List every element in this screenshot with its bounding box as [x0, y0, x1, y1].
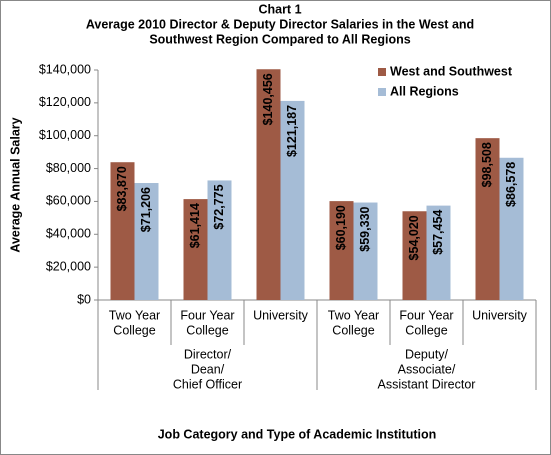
value-label: $140,456 — [261, 73, 275, 125]
group-label: Director/ — [184, 347, 232, 361]
x-axis-label: Job Category and Type of Academic Instit… — [158, 427, 437, 441]
bar — [110, 162, 135, 300]
bar — [329, 201, 354, 300]
group-label: Deputy/ — [405, 347, 449, 361]
y-tick-label: $120,000 — [39, 95, 91, 109]
chart-title: Southwest Region Compared to All Regions — [149, 32, 410, 46]
x-tick-label: Two Year — [109, 308, 160, 322]
y-tick-label: $40,000 — [46, 227, 91, 241]
x-tick-label: University — [472, 308, 528, 322]
value-label: $54,020 — [407, 215, 421, 260]
bar — [134, 183, 159, 300]
x-tick-label: College — [332, 323, 374, 337]
x-tick-label: College — [186, 323, 228, 337]
legend-swatch — [378, 88, 386, 96]
value-label: $61,414 — [188, 203, 202, 248]
bar — [256, 69, 281, 300]
legend-swatch — [378, 68, 386, 76]
group-label: Associate/ — [398, 362, 456, 376]
group-label: Assistant Director — [378, 377, 476, 391]
bar — [183, 199, 208, 300]
y-tick-label: $60,000 — [46, 194, 91, 208]
chart-title: Chart 1 — [258, 2, 301, 16]
legend-label: West and Southwest — [390, 64, 513, 78]
bar — [353, 202, 378, 300]
group-label: Chief Officer — [173, 377, 242, 391]
y-tick-label: $0 — [77, 292, 91, 306]
value-label: $59,330 — [358, 206, 372, 251]
legend-label: All Regions — [390, 84, 459, 98]
bar — [402, 211, 427, 300]
value-label: $60,190 — [334, 205, 348, 250]
chart-title: Average 2010 Director & Deputy Director … — [86, 17, 474, 31]
value-label: $98,508 — [480, 142, 494, 187]
y-tick-label: $80,000 — [46, 161, 91, 175]
value-label: $121,187 — [285, 105, 299, 157]
y-tick-label: $140,000 — [39, 62, 91, 76]
bar — [426, 205, 451, 300]
value-label: $57,454 — [431, 210, 445, 255]
bar — [280, 100, 305, 300]
value-label: $86,578 — [504, 162, 518, 207]
group-label: Dean/ — [191, 362, 225, 376]
x-tick-label: Four Year — [180, 308, 234, 322]
x-tick-label: Four Year — [399, 308, 453, 322]
value-label: $83,870 — [115, 166, 129, 211]
x-tick-label: College — [405, 323, 447, 337]
bar — [207, 180, 232, 300]
value-label: $71,206 — [139, 187, 153, 232]
y-axis-label: Average Annual Salary — [8, 117, 22, 252]
bar — [499, 157, 524, 300]
x-tick-label: Two Year — [328, 308, 379, 322]
x-tick-label: University — [253, 308, 309, 322]
y-tick-label: $20,000 — [46, 259, 91, 273]
value-label: $72,775 — [212, 184, 226, 229]
y-tick-label: $100,000 — [39, 128, 91, 142]
bar — [475, 138, 500, 300]
x-tick-label: College — [113, 323, 155, 337]
